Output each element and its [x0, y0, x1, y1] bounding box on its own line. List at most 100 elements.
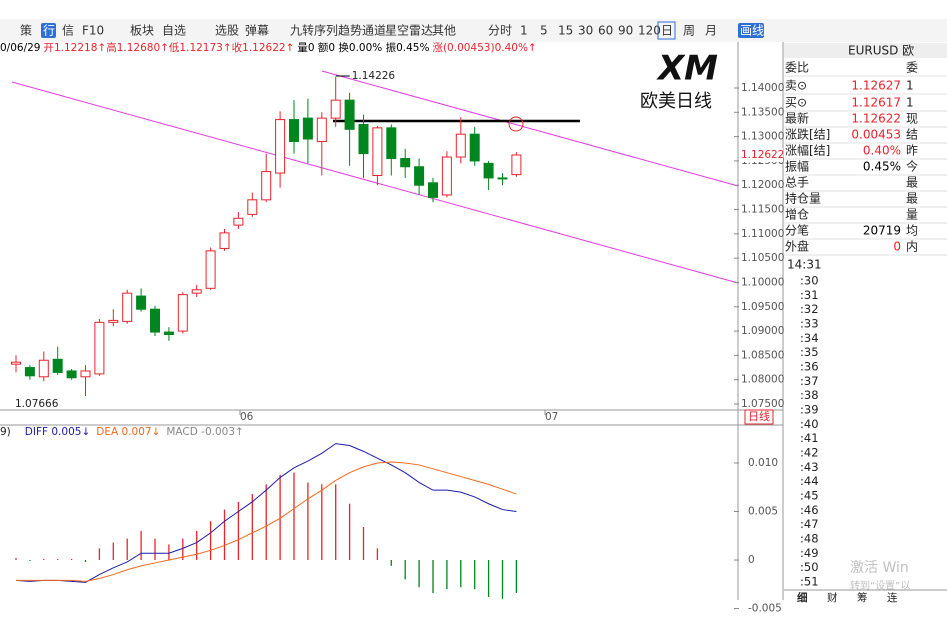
toolbar-item[interactable]: 分时: [488, 24, 512, 38]
row-value: 0.40%: [863, 144, 901, 158]
toolbar-item[interactable]: 周: [683, 24, 695, 38]
period-box[interactable]: [744, 409, 774, 425]
tick-time: :51: [800, 574, 819, 588]
candle-body: [261, 171, 272, 201]
toolbar-item[interactable]: 15: [558, 24, 573, 38]
tick-time: :38: [800, 388, 819, 402]
x-label: 06: [240, 411, 254, 423]
y-tick-label: 1.13500: [741, 106, 784, 118]
tick-time: :37: [800, 374, 819, 388]
toolbar-item[interactable]: 月: [705, 24, 717, 38]
candle-body: [428, 182, 438, 198]
legend-entry: MACD -0.003↑: [166, 426, 243, 438]
row-suffix: 量: [906, 208, 918, 222]
row-value: 1.12627: [851, 79, 901, 93]
tick-time: :48: [800, 531, 819, 545]
tick-time: :36: [800, 359, 819, 373]
candle-body: [205, 250, 216, 289]
row-label: 分笔: [785, 223, 809, 238]
row-label: 委比: [785, 61, 809, 75]
toolbar-item[interactable]: 趋势通道: [338, 24, 386, 38]
tick-time: :41: [800, 431, 819, 445]
y-tick-label: 1.09000: [741, 325, 784, 337]
row-label: 卖⊙: [785, 79, 807, 93]
row-suffix: 现: [906, 112, 918, 126]
toolbar-highlight: [41, 23, 56, 38]
row-suffix: 昨: [906, 144, 918, 158]
tab[interactable]: 财: [827, 591, 838, 604]
y-tick-label: 1.13000: [741, 131, 784, 143]
tab[interactable]: 细: [797, 591, 808, 604]
row-value: 1.12622: [851, 112, 901, 126]
toolbar-item[interactable]: 120: [638, 24, 661, 38]
tick-time: :33: [800, 316, 819, 330]
candle-body: [275, 119, 286, 174]
toolbar-item[interactable]: 自选: [162, 24, 186, 38]
candle-body: [386, 127, 397, 159]
tick-time: :42: [800, 445, 819, 459]
row-label: 增仓: [785, 208, 809, 222]
y-tick-label: 1.10500: [741, 252, 784, 264]
tab[interactable]: 筹: [857, 591, 868, 604]
toolbar-item[interactable]: 行: [43, 24, 55, 38]
period[interactable]: 日线: [748, 409, 770, 423]
toolbar-item[interactable]: 选股: [215, 24, 239, 38]
watermark: 转到“设置”以: [850, 579, 910, 592]
toolbar-item[interactable]: 1: [520, 24, 528, 38]
candle-body: [80, 370, 91, 378]
legend-entry: DEA 0.007↓: [96, 426, 160, 438]
candle-body: [163, 331, 174, 335]
x-label: 07: [545, 411, 558, 423]
tab[interactable]: 连: [887, 591, 898, 604]
tick-time: :46: [800, 503, 819, 517]
tick-time: :39: [800, 402, 819, 416]
tick-time: :43: [800, 460, 819, 474]
row-suffix: 委: [906, 61, 918, 75]
candle-body: [177, 294, 188, 332]
row-suffix: 今: [906, 159, 918, 174]
annotation: 1.07666: [15, 398, 59, 410]
toolbar-item[interactable]: 九转序列: [290, 23, 338, 38]
tick-time: :34: [800, 331, 819, 345]
y-tick-label: 1.11500: [741, 204, 784, 216]
tick-time: :49: [800, 546, 819, 560]
toolbar-item[interactable]: 策: [20, 24, 32, 38]
toolbar-item[interactable]: 60: [598, 24, 613, 38]
toolbar-item[interactable]: 5: [540, 24, 548, 38]
toolbar-item[interactable]: 30: [578, 24, 593, 38]
candle-body: [511, 154, 522, 176]
toolbar-item[interactable]: 星空雷达: [385, 24, 433, 38]
y-tick-label: 1.14000: [741, 82, 784, 94]
toolbar-item[interactable]: 90: [618, 24, 633, 38]
candle-body: [455, 133, 466, 158]
y-tick-label: 1.07500: [741, 398, 784, 410]
y-tick-label: 0.010: [748, 457, 778, 469]
toolbar-item[interactable]: 其他: [432, 24, 456, 38]
toolbar-item[interactable]: F10: [82, 24, 104, 38]
toolbar-item[interactable]: 日: [661, 24, 673, 38]
toolbar-item[interactable]: 画线: [740, 24, 764, 38]
tick-time: :40: [800, 417, 819, 431]
toolbar-item[interactable]: 弹幕: [245, 24, 269, 38]
candle-body: [400, 157, 411, 168]
candle-body: [497, 177, 508, 180]
toolbar-highlight: [738, 23, 764, 38]
candle-body: [122, 292, 133, 322]
y-tick-label: 1.09500: [741, 301, 784, 313]
y-tick-label: 0.005: [748, 506, 778, 518]
candle-body: [316, 117, 327, 142]
row-suffix: 1: [906, 96, 914, 110]
toolbar-item[interactable]: 信: [62, 24, 74, 38]
y-tick-label: 1.12000: [741, 179, 784, 191]
tick-time: :44: [800, 474, 819, 488]
candle-body: [372, 127, 383, 177]
candle-body: [469, 133, 480, 162]
annotation: 1.14226: [352, 70, 396, 82]
row-suffix: 最: [906, 192, 918, 206]
macd-line: [15, 443, 517, 583]
candle-body: [52, 358, 63, 373]
row-label: 最新: [785, 111, 809, 126]
toolbar-item[interactable]: 板块: [130, 24, 154, 38]
symbol: EURUSD 欧: [848, 44, 914, 58]
